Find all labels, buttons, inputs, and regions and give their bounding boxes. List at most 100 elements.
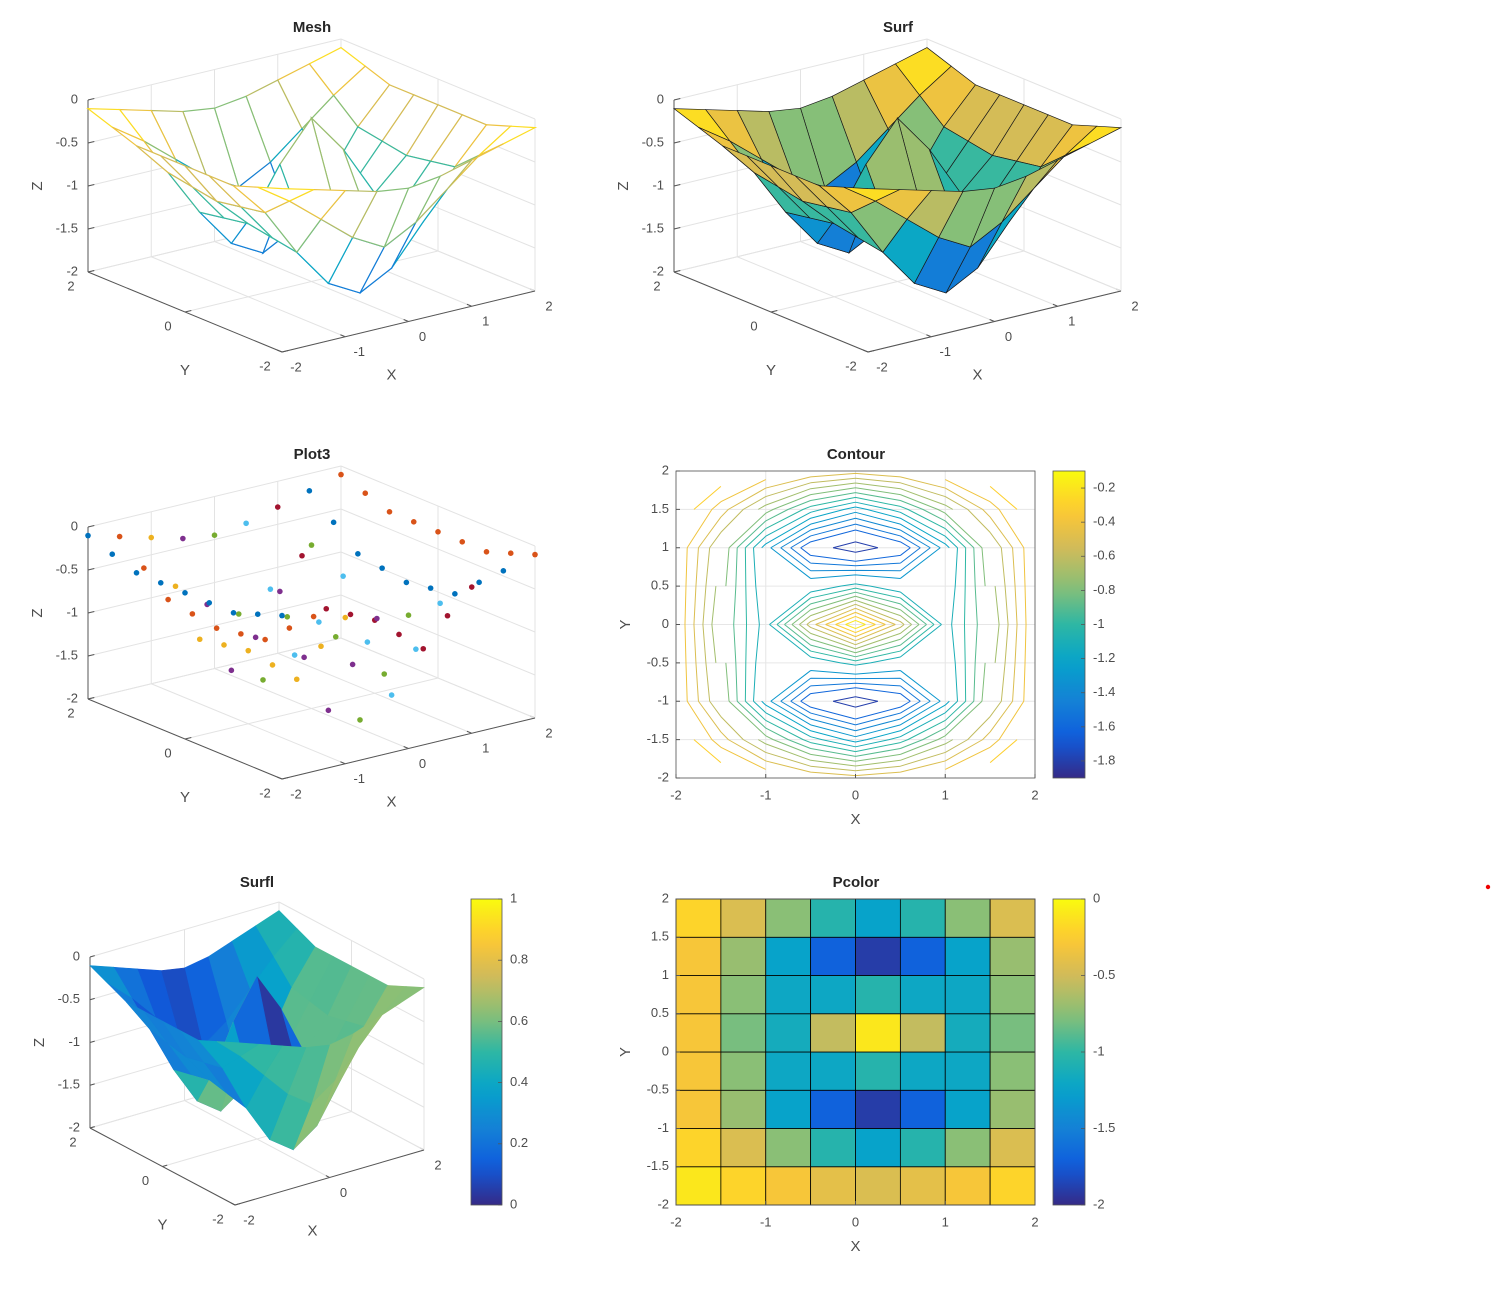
x-tick-label: 1	[482, 314, 489, 329]
contour-line	[684, 479, 1027, 770]
point	[323, 605, 330, 612]
tick-mark	[989, 319, 995, 322]
tick-mark	[673, 140, 681, 144]
cell	[855, 1089, 901, 1129]
y-tick-label: -2	[259, 358, 271, 373]
y-tick-label: -2	[259, 785, 271, 800]
point	[435, 529, 441, 535]
point	[196, 636, 203, 643]
x-tick-label: -2	[290, 359, 302, 374]
tick-mark	[87, 653, 95, 657]
x-tick-label: 2	[545, 298, 552, 313]
tick-mark	[1052, 303, 1058, 307]
x-tick-label: 0	[419, 756, 426, 771]
x-tick-label: 1	[942, 787, 949, 802]
cell	[944, 1013, 991, 1053]
y-tick-label: -1.5	[647, 1158, 669, 1173]
point	[507, 550, 514, 556]
tick-mark	[673, 97, 681, 101]
tick-mark	[87, 610, 95, 614]
y-tick-label: -2	[657, 1196, 669, 1211]
z-tick-label: -0.5	[58, 991, 80, 1006]
point	[180, 535, 186, 542]
contour-line	[832, 541, 879, 708]
cell	[855, 1051, 901, 1091]
point	[267, 586, 274, 592]
z-tick-label: -2	[66, 690, 78, 705]
chart-title: Pcolor	[833, 874, 880, 891]
point	[318, 643, 324, 650]
cell	[675, 1089, 722, 1129]
point	[427, 585, 434, 591]
tick-mark	[162, 1164, 168, 1167]
tick-mark	[87, 524, 95, 528]
cell	[720, 1051, 767, 1091]
y-tick-label: 1.5	[651, 929, 669, 944]
grid-line	[87, 594, 342, 657]
cell	[989, 975, 1036, 1015]
z-axis-label: Z	[29, 181, 46, 190]
cell	[765, 1051, 812, 1091]
x-tick-label: -2	[670, 1214, 682, 1229]
x-tick-label: -2	[290, 786, 302, 801]
y-axis-label: Y	[617, 619, 634, 629]
y-tick-label: 0	[164, 745, 171, 760]
x-axis-label: X	[850, 811, 860, 828]
point	[172, 583, 179, 590]
grid-line	[162, 1111, 352, 1167]
cell	[899, 936, 946, 976]
point	[301, 654, 307, 661]
x-tick-label: 1	[482, 741, 489, 756]
z-tick-label: 0	[71, 91, 78, 106]
cell	[944, 1128, 991, 1168]
surface-patch	[257, 186, 314, 202]
point	[357, 717, 363, 723]
y-tick-label: 0	[662, 1043, 669, 1058]
z-tick-label: 0	[73, 948, 80, 963]
contour-line	[702, 477, 1009, 772]
x-tick-label: -1	[760, 787, 772, 802]
contour-line	[753, 501, 958, 748]
y-tick-label: 2	[653, 278, 660, 293]
x-tick-label: 1	[942, 1214, 949, 1229]
cell	[899, 1128, 946, 1168]
tick-mark	[466, 303, 472, 307]
y-tick-label: 2	[69, 1134, 76, 1149]
cell	[675, 1013, 722, 1053]
grid-line	[87, 551, 342, 614]
point	[230, 610, 237, 616]
x-tick-label: -1	[353, 771, 365, 786]
x-axis-line	[234, 1149, 425, 1206]
z-tick-label: -1	[652, 177, 664, 192]
cell	[855, 936, 901, 976]
point	[332, 634, 339, 640]
grid-line	[278, 901, 425, 980]
y-tick-label: 1.5	[651, 501, 669, 516]
point	[325, 707, 332, 714]
contour-line	[744, 496, 967, 753]
grid-line	[87, 637, 342, 700]
cell	[810, 1128, 856, 1168]
colorbar-tick-label: -1.4	[1093, 684, 1115, 699]
tick-mark	[87, 97, 95, 101]
point	[279, 612, 285, 619]
point	[157, 580, 164, 586]
z-tick-label: -1	[66, 177, 78, 192]
y-tick-label: -0.5	[647, 654, 669, 669]
tick-mark	[87, 226, 95, 230]
cell	[720, 898, 767, 938]
point	[483, 549, 490, 555]
tick-mark	[770, 309, 778, 313]
tick-mark	[403, 746, 409, 749]
point	[403, 579, 410, 586]
colorbar-tick-label: -0.8	[1093, 582, 1115, 597]
cell	[720, 1089, 767, 1129]
point	[340, 573, 346, 579]
cell	[899, 898, 946, 938]
contour-line	[790, 523, 921, 726]
colorbar-tick-label: 0	[1093, 890, 1100, 905]
x-tick-label: 0	[1005, 329, 1012, 344]
point	[299, 552, 305, 559]
z-tick-label: -0.5	[56, 561, 78, 576]
tick-mark	[87, 696, 95, 700]
